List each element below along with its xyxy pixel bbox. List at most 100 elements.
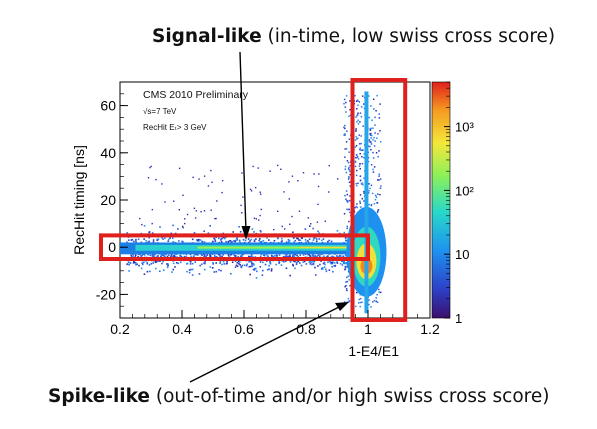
heatmap-point (203, 241, 206, 244)
heatmap-point (317, 254, 319, 257)
heatmap-point (275, 253, 278, 256)
heatmap-point (253, 217, 256, 219)
heatmap-point (378, 150, 380, 152)
heatmap-point (374, 116, 376, 119)
heatmap-point (359, 121, 361, 123)
heatmap-point (344, 134, 346, 136)
heatmap-point (324, 263, 326, 266)
heatmap-point (148, 240, 150, 243)
heatmap-point (226, 260, 228, 263)
heatmap-point (155, 261, 158, 263)
heatmap-point (266, 237, 268, 239)
heatmap-point (345, 239, 347, 242)
heatmap-point (309, 256, 312, 258)
heatmap-point (129, 261, 132, 264)
heatmap-point (359, 175, 362, 177)
heatmap-point (296, 237, 298, 240)
heatmap-point (371, 119, 373, 121)
heatmap-point (347, 275, 350, 277)
heatmap-point (185, 253, 188, 256)
x-axis-ticks: 0.2 0.4 0.6 0.8 1 1.2 (110, 310, 440, 337)
heatmap-point (237, 256, 239, 258)
heatmap-point (319, 253, 321, 256)
heatmap-point (194, 261, 197, 263)
heatmap-point (310, 260, 312, 263)
heatmap-point (191, 268, 194, 271)
heatmap-point (346, 208, 348, 211)
heatmap-point (266, 268, 269, 271)
heatmap-point (278, 261, 281, 263)
heatmap-point (296, 261, 298, 264)
heatmap-point (201, 263, 203, 266)
heatmap-point (299, 254, 302, 257)
heatmap-point (281, 240, 283, 242)
heatmap-point (236, 238, 239, 241)
heatmap-point (219, 255, 221, 258)
heatmap-point (355, 156, 357, 159)
heatmap-point (294, 267, 296, 270)
heatmap-point (346, 301, 349, 303)
heatmap-point (348, 138, 351, 141)
heatmap-point (315, 238, 318, 240)
spike-like-arrow (189, 304, 344, 383)
heatmap-point (133, 261, 136, 264)
heatmap-point (230, 253, 232, 256)
heatmap-point (234, 240, 236, 243)
heatmap-point (359, 301, 362, 304)
heatmap-point (248, 265, 251, 268)
signal-like-region-box (99, 233, 370, 261)
heatmap-point (252, 165, 254, 168)
heatmap-point (372, 151, 374, 154)
heatmap-point (373, 145, 376, 147)
heatmap-point (220, 269, 222, 272)
heatmap-point (283, 228, 286, 230)
heatmap-point (354, 161, 357, 164)
heatmap-point (375, 110, 377, 112)
heatmap-point (186, 213, 189, 216)
heatmap-point (252, 268, 255, 271)
heatmap-point (221, 255, 223, 258)
heatmap-point (333, 262, 336, 264)
heatmap-point (372, 168, 374, 171)
heatmap-point (355, 129, 357, 132)
heatmap-point (336, 230, 339, 232)
heatmap-point (374, 198, 377, 201)
heatmap-point (287, 238, 290, 241)
heatmap-point (131, 238, 134, 241)
heatmap-point (377, 193, 379, 195)
heatmap-point (379, 141, 382, 143)
heatmap-point (355, 144, 358, 147)
heatmap-point (251, 265, 253, 267)
heatmap-point (343, 98, 346, 101)
heatmap-point (126, 263, 128, 266)
x-tick-label: 0.2 (110, 321, 130, 337)
heatmap-point (325, 268, 327, 271)
heatmap-point (204, 260, 206, 263)
signal-like-callout: Signal-like (in-time, low swiss cross sc… (152, 26, 555, 47)
heatmap-point (363, 153, 365, 155)
heatmap-point (337, 255, 340, 258)
heatmap-point (355, 130, 357, 133)
spike-like-callout: Spike-like (out-of-time and/or high swis… (48, 386, 549, 407)
heatmap-point (135, 241, 137, 243)
heatmap-point (211, 267, 214, 269)
heatmap-point (171, 271, 173, 273)
heatmap-point (346, 280, 349, 283)
heatmap-point (312, 261, 314, 263)
rechit-threshold-label: RecHit Eₜ> 3 GeV (143, 123, 207, 132)
heatmap-point (161, 183, 163, 185)
heatmap-point (239, 261, 241, 263)
heatmap-point (278, 262, 280, 264)
heatmap-point (173, 200, 175, 202)
heatmap-point (345, 111, 347, 113)
heatmap-point (315, 240, 318, 243)
heatmap-point (193, 231, 196, 234)
heatmap-point (357, 104, 359, 107)
heatmap-point (312, 227, 314, 230)
heatmap-point (356, 114, 359, 116)
heatmap-point (247, 238, 250, 240)
heatmap-point (203, 230, 205, 233)
heatmap-point (250, 238, 253, 241)
heatmap-point (233, 240, 235, 242)
heatmap-point (266, 260, 268, 262)
